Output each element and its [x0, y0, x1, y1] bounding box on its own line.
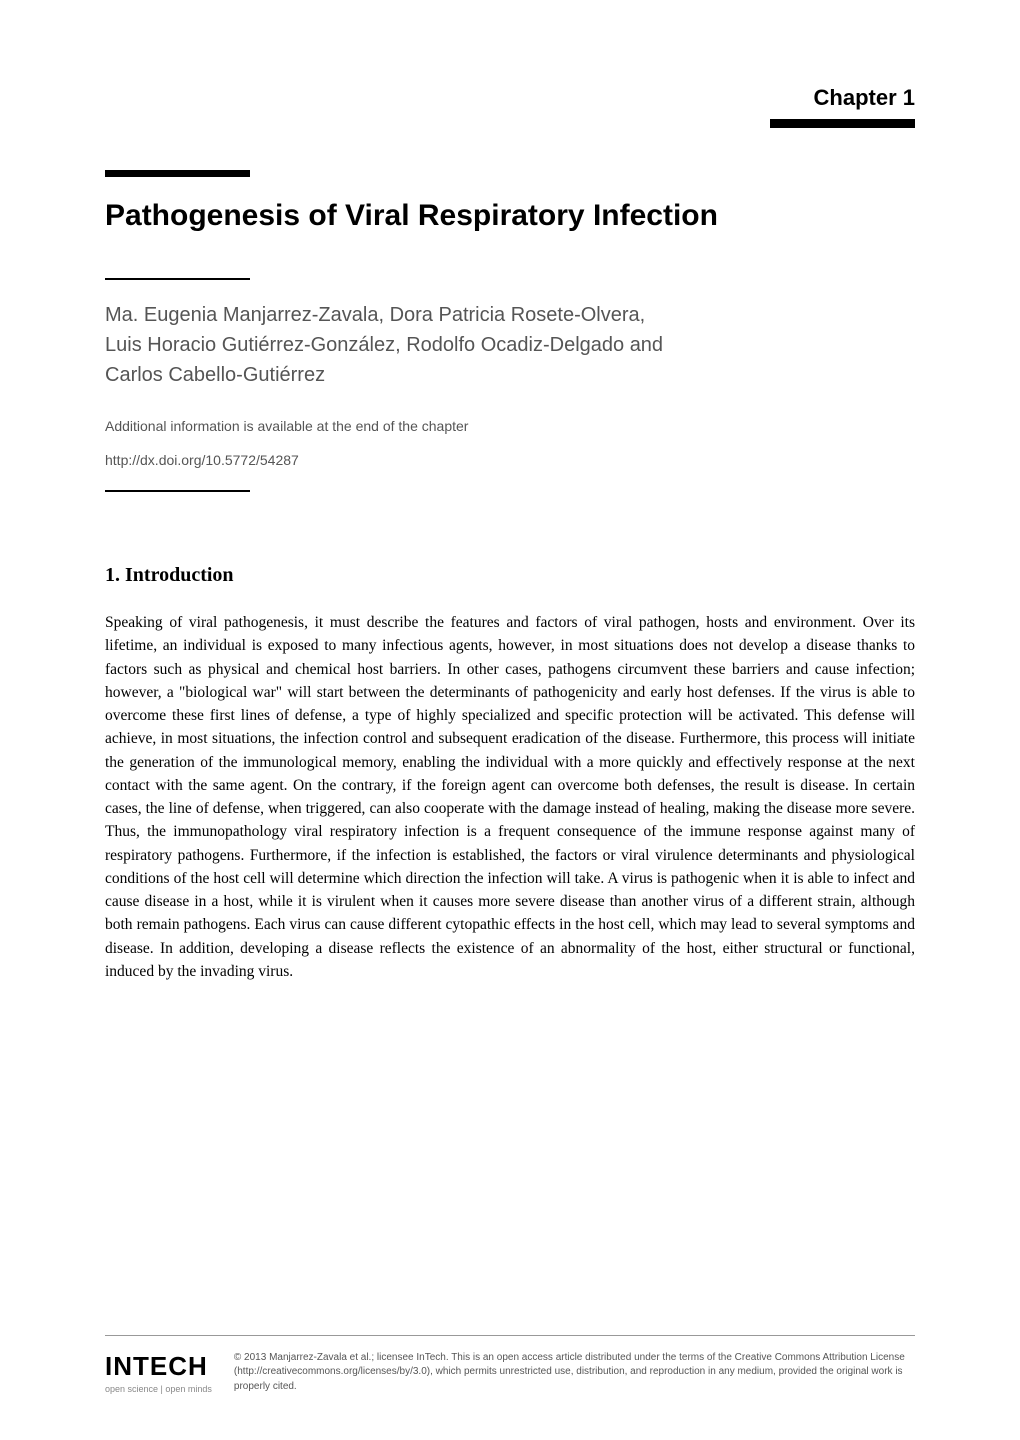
footer: INTECH open science | open minds © 2013 …	[105, 1335, 915, 1395]
authors-block: Ma. Eugenia Manjarrez-Zavala, Dora Patri…	[105, 300, 915, 390]
additional-info: Additional information is available at t…	[105, 418, 915, 434]
chapter-title: Pathogenesis of Viral Respiratory Infect…	[105, 199, 915, 233]
author-line: Ma. Eugenia Manjarrez-Zavala, Dora Patri…	[105, 300, 915, 330]
chapter-label: Chapter 1	[105, 85, 915, 111]
author-line: Luis Horacio Gutiérrez-González, Rodolfo…	[105, 330, 915, 360]
logo-tagline: open science | open minds	[105, 1384, 212, 1394]
publisher-logo: INTECH open science | open minds	[105, 1351, 212, 1394]
author-line: Carlos Cabello-Gutiérrez	[105, 360, 915, 390]
logo-text: INTECH	[105, 1351, 212, 1382]
body-paragraph: Speaking of viral pathogenesis, it must …	[105, 611, 915, 983]
copyright-text: © 2013 Manjarrez-Zavala et al.; licensee…	[234, 1351, 915, 1395]
authors-bar	[105, 278, 250, 280]
footer-divider	[105, 1335, 915, 1336]
section-heading: 1. Introduction	[105, 564, 915, 587]
doi-link[interactable]: http://dx.doi.org/10.5772/54287	[105, 452, 915, 468]
footer-content: INTECH open science | open minds © 2013 …	[105, 1351, 915, 1395]
chapter-bar	[770, 119, 915, 128]
doi-bar	[105, 490, 250, 492]
title-bar	[105, 170, 250, 177]
